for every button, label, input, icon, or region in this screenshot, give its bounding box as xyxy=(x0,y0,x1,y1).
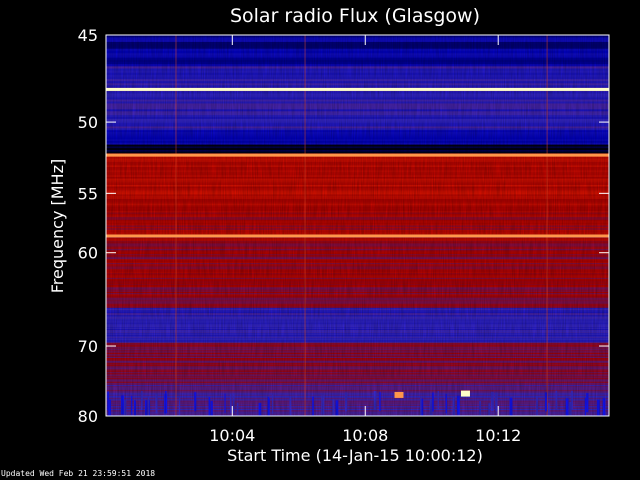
y-tick-label: 60 xyxy=(78,244,98,263)
chart-title: Solar radio Flux (Glasgow) xyxy=(230,5,480,27)
y-axis: 45 50 55 60 70 80 xyxy=(78,26,609,426)
radio-burst xyxy=(460,390,470,397)
continuous-band-line xyxy=(106,87,609,91)
x-axis: 10:04 10:08 10:12 xyxy=(209,35,521,445)
plot-frame xyxy=(105,34,610,417)
x-tick-label: 10:08 xyxy=(342,426,388,445)
continuous-band-line xyxy=(106,234,609,238)
updated-timestamp: Updated Wed Feb 21 23:59:51 2018 xyxy=(1,469,156,478)
x-axis-label: Start Time (14-Jan-15 10:00:12) xyxy=(227,446,483,465)
x-tick-label: 10:04 xyxy=(209,426,255,445)
plot-area xyxy=(106,35,609,416)
x-tick-label: 10:12 xyxy=(475,426,521,445)
y-tick-label: 50 xyxy=(78,113,98,132)
spectrogram-features xyxy=(106,87,609,398)
noise-overlay xyxy=(106,35,609,416)
y-tick-label: 45 xyxy=(78,26,98,45)
y-tick-label: 55 xyxy=(78,184,98,203)
y-tick-label: 70 xyxy=(78,337,98,356)
radio-burst xyxy=(394,391,404,398)
continuous-band-line xyxy=(106,153,609,157)
y-axis-label: Frequency [MHz] xyxy=(48,159,67,293)
y-tick-label: 80 xyxy=(78,407,98,426)
